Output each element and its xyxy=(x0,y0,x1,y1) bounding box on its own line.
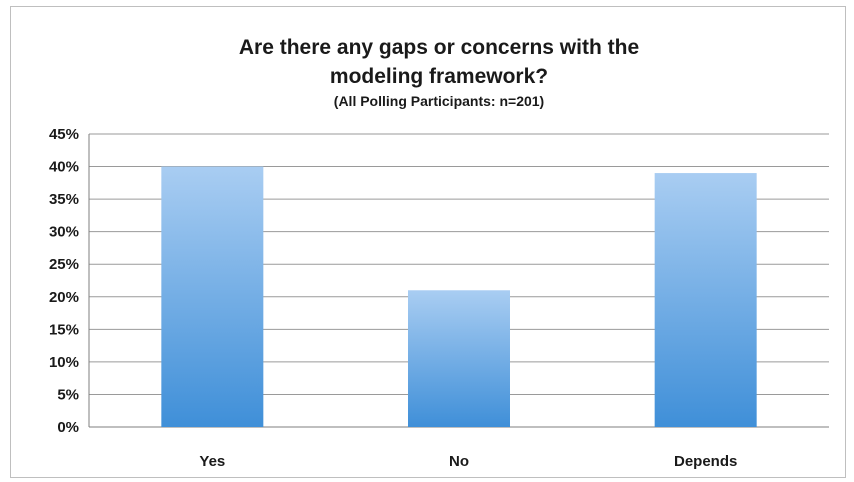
y-tick-label: 20% xyxy=(49,289,79,306)
y-tick-label: 15% xyxy=(49,321,79,338)
chart-title-line-2: modeling framework? xyxy=(330,65,548,88)
chart-subtitle: (All Polling Participants: n=201) xyxy=(334,93,544,109)
y-tick-label: 30% xyxy=(49,224,79,241)
y-tick-label: 25% xyxy=(49,256,79,273)
y-tick-labels: 0% 5% 10% 15% 20% 25% 30% 35% 40% 45% xyxy=(49,126,79,436)
x-category-labels: Yes No Depends xyxy=(199,453,737,470)
y-tick-label: 40% xyxy=(49,159,79,176)
chart-title-line-1: Are there any gaps or concerns with the xyxy=(239,36,639,59)
y-tick-label: 10% xyxy=(49,354,79,371)
bars xyxy=(161,166,757,428)
bar-no xyxy=(408,290,510,427)
x-category-label: No xyxy=(449,453,469,470)
y-tick-label: 45% xyxy=(49,126,79,143)
x-category-label: Depends xyxy=(674,453,737,470)
y-tick-label: 0% xyxy=(57,419,79,436)
bar-yes xyxy=(161,166,264,428)
x-category-label: Yes xyxy=(199,453,225,470)
y-tick-label: 5% xyxy=(57,386,79,403)
y-tick-label: 35% xyxy=(49,191,79,208)
bar-chart: Are there any gaps or concerns with the … xyxy=(49,36,829,470)
bar-depends xyxy=(654,173,757,427)
chart-frame: Are there any gaps or concerns with the … xyxy=(10,6,846,478)
